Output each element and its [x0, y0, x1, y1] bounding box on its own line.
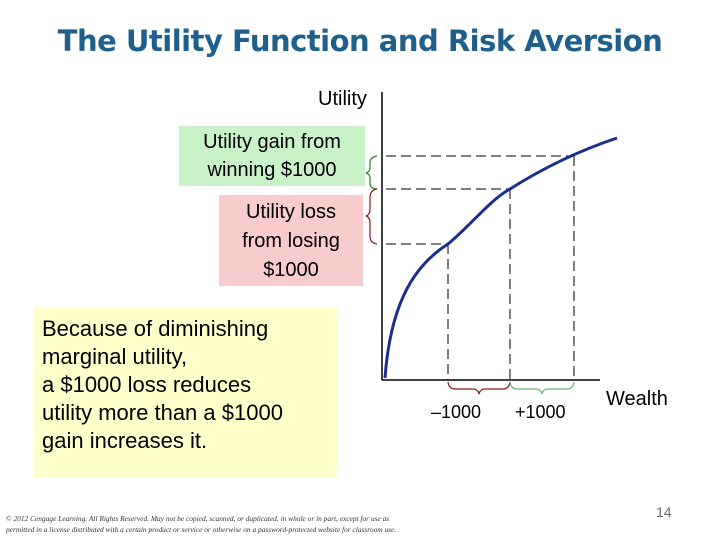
- utility-gain-box: Utility gain from winning $1000: [179, 126, 365, 186]
- note-line-5: gain increases it.: [42, 428, 208, 453]
- gain-line-2: winning $1000: [207, 159, 337, 181]
- plus-1000-label: +1000: [515, 402, 566, 422]
- gain-brace: [365, 155, 378, 190]
- copyright-line-2: permitted in a license distributed with …: [6, 525, 397, 534]
- minus-1000-label: –1000: [431, 402, 482, 422]
- loss-line-3: $1000: [263, 259, 319, 281]
- note-line-4: utility more than a $1000: [42, 400, 283, 425]
- page-number: 14: [656, 504, 672, 520]
- note-line-2: marginal utility,: [42, 344, 188, 369]
- x-axis-label: Wealth: [606, 388, 668, 410]
- loss-line-1: Utility loss: [245, 201, 336, 223]
- plus-brace: [509, 381, 575, 395]
- loss-line-2: from losing: [242, 230, 340, 252]
- utility-curve: [383, 136, 618, 379]
- explanation-box: Because of diminishing marginal utility,…: [34, 308, 338, 478]
- y-axis-label: Utility: [318, 88, 367, 110]
- gain-line-1: Utility gain from: [203, 131, 341, 153]
- copyright-notice: © 2012 Cengage Learning. All Rights Rese…: [6, 513, 446, 535]
- minus-brace: [447, 381, 511, 395]
- utility-loss-box: Utility loss from losing $1000: [219, 195, 363, 286]
- note-line-3: a $1000 loss reduces: [42, 372, 252, 397]
- slide-title: The Utility Function and Risk Aversion: [57, 24, 663, 58]
- note-line-1: Because of diminishing: [42, 316, 269, 341]
- loss-brace: [365, 188, 378, 245]
- copyright-line-1: © 2012 Cengage Learning. All Rights Rese…: [6, 514, 390, 523]
